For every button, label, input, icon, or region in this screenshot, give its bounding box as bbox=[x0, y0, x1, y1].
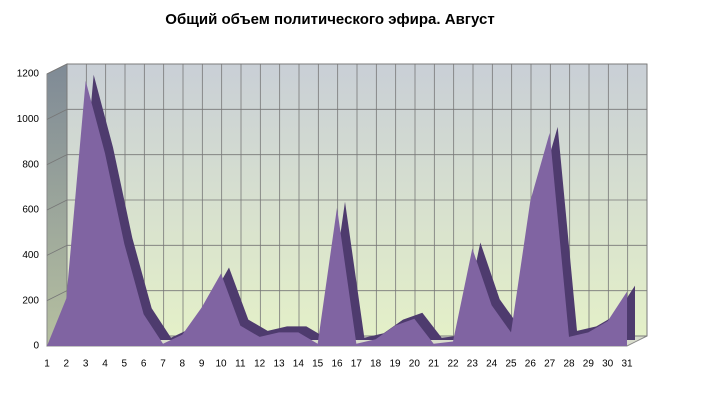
grid-line-side bbox=[46, 63, 68, 75]
x-tick-label: 22 bbox=[447, 359, 459, 370]
x-tick-label: 21 bbox=[428, 359, 440, 370]
x-tick-label: 25 bbox=[505, 359, 517, 370]
grid-line-side bbox=[46, 154, 68, 166]
x-tick-label: 3 bbox=[83, 359, 89, 370]
x-tick-label: 18 bbox=[370, 359, 382, 370]
x-tick-label: 14 bbox=[293, 359, 305, 370]
x-tick-label: 20 bbox=[409, 359, 421, 370]
x-tick-label: 7 bbox=[160, 359, 166, 370]
y-tick-label: 600 bbox=[22, 205, 39, 216]
x-tick-label: 24 bbox=[486, 359, 498, 370]
area-depth bbox=[55, 74, 635, 341]
x-tick-label: 31 bbox=[621, 359, 633, 370]
x-tick-label: 17 bbox=[351, 359, 363, 370]
x-tick-label: 19 bbox=[389, 359, 401, 370]
x-tick-label: 16 bbox=[331, 359, 343, 370]
x-tick-label: 10 bbox=[215, 359, 227, 370]
y-tick-label: 0 bbox=[33, 341, 39, 352]
x-tick-label: 29 bbox=[583, 359, 595, 370]
y-tick-label: 800 bbox=[22, 159, 39, 170]
x-tick-label: 26 bbox=[525, 359, 537, 370]
x-tick-label: 27 bbox=[544, 359, 556, 370]
x-tick-label: 28 bbox=[563, 359, 575, 370]
y-tick-label: 400 bbox=[22, 250, 39, 261]
x-tick-label: 9 bbox=[199, 359, 205, 370]
grid-line-side bbox=[46, 108, 68, 120]
chart-title: Общий объем политического эфира. Август bbox=[165, 11, 494, 28]
grid-line-side bbox=[46, 199, 68, 211]
y-tick-label: 1000 bbox=[17, 114, 40, 125]
x-tick-label: 13 bbox=[273, 359, 285, 370]
x-tick-label: 11 bbox=[235, 359, 246, 370]
x-tick-label: 6 bbox=[141, 359, 147, 370]
x-tick-label: 15 bbox=[312, 359, 324, 370]
x-tick-label: 8 bbox=[180, 359, 186, 370]
x-tick-label: 23 bbox=[467, 359, 479, 370]
x-tick-label: 5 bbox=[122, 359, 128, 370]
grid-line-side bbox=[46, 244, 68, 256]
y-tick-label: 1200 bbox=[17, 69, 40, 80]
x-tick-label: 12 bbox=[254, 359, 266, 370]
x-tick-label: 1 bbox=[44, 359, 50, 370]
area bbox=[47, 80, 627, 347]
x-tick-label: 30 bbox=[602, 359, 614, 370]
x-tick-label: 4 bbox=[102, 359, 108, 370]
x-tick-label: 2 bbox=[64, 359, 70, 370]
y-tick-label: 200 bbox=[22, 295, 39, 306]
grid-line-side bbox=[46, 290, 68, 302]
